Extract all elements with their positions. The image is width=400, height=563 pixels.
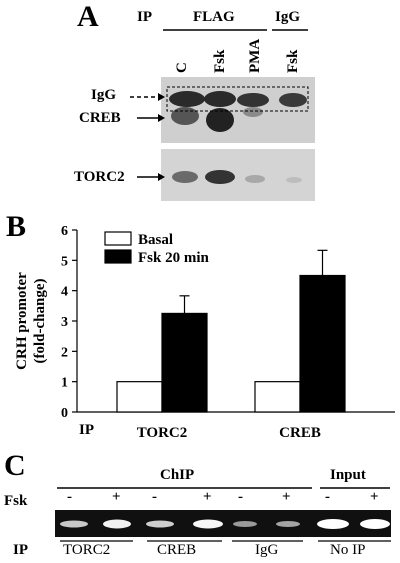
panel-b-letter: B (6, 210, 27, 243)
y-tick-label: 2 (61, 345, 68, 360)
gel-band-6 (276, 521, 300, 527)
gel-band-5 (233, 521, 257, 527)
sign-1: - (67, 489, 72, 505)
sign-7: - (325, 489, 330, 505)
torc2-band-lane2 (205, 170, 235, 184)
creb-arrowhead (158, 114, 165, 122)
y-tick-label: 3 (61, 315, 68, 330)
fsk-label: Fsk (4, 493, 28, 509)
torc2-band-lane3 (245, 175, 265, 183)
creb-band-lane3 (243, 107, 263, 117)
sign-3: - (152, 489, 157, 505)
y-tick-label: 0 (61, 406, 68, 421)
y-axis-label-line1: CRH promoter (14, 272, 30, 370)
chip-label: ChIP (160, 467, 195, 483)
gel-band-1 (60, 520, 88, 528)
torc2-band-lane4 (286, 177, 302, 183)
gel-band-3 (146, 520, 174, 528)
sign-4: + (203, 489, 212, 505)
gel-band-8 (360, 519, 390, 529)
creb-band-lane2 (206, 108, 234, 132)
gel-band-4 (193, 519, 223, 529)
legend-swatch-0 (104, 231, 132, 246)
y-axis-label-line2: (fold-change) (32, 279, 48, 364)
panel-c-ip-label: IP (13, 542, 28, 558)
legend-label-0: Basal (138, 232, 173, 248)
gel-band-2 (103, 519, 131, 529)
sign-6: + (282, 489, 291, 505)
bar-torc2-fsk (161, 312, 208, 413)
group-label-igg: IgG (255, 542, 279, 558)
sign-2: + (112, 489, 121, 505)
y-tick-label: 1 (61, 376, 68, 391)
group-label-torc2: TORC2 (63, 542, 111, 558)
igg-band-lane1 (169, 91, 205, 107)
panel-b-ip-label: IP (79, 422, 94, 438)
legend-swatch-1 (104, 249, 132, 264)
y-tick-label: 4 (61, 285, 68, 300)
igg-band-label: IgG (91, 87, 117, 103)
panel-a-letter: A (77, 0, 99, 33)
igg-group-label: IgG (275, 9, 301, 25)
igg-arrowhead (158, 93, 165, 101)
sign-5: - (238, 489, 243, 505)
y-tick-label: 5 (61, 254, 68, 269)
igg-band-lane4 (279, 93, 307, 107)
igg-dashed-box (166, 86, 309, 112)
x-category-label-torc2: TORC2 (137, 425, 188, 441)
bar-chart: 0 1 2 3 4 5 6 CRH promoter (fold-change) TORC2 CRE… (14, 224, 395, 441)
bar-creb-fsk (299, 274, 346, 413)
flag-group-label: FLAG (193, 9, 235, 25)
panel-a-ip-label: IP (137, 9, 152, 25)
torc2-band-lane1 (172, 171, 198, 183)
torc2-band-label: TORC2 (74, 169, 125, 185)
igg-band-lane3 (237, 93, 269, 107)
torc2-arrowhead (158, 173, 165, 181)
igg-band-lane2 (204, 91, 236, 107)
x-category-label-creb: CREB (279, 425, 321, 441)
input-label: Input (330, 467, 366, 483)
legend-label-1: Fsk 20 min (138, 250, 210, 266)
group-label-noip: No IP (330, 542, 366, 558)
group-label-creb: CREB (157, 542, 197, 558)
sign-8: + (370, 489, 379, 505)
panel-c-letter: C (4, 449, 26, 482)
creb-band-label: CREB (79, 110, 121, 126)
y-tick-label: 6 (61, 224, 68, 239)
panel-a-graphics (130, 29, 315, 201)
gel-band-7 (317, 519, 349, 529)
